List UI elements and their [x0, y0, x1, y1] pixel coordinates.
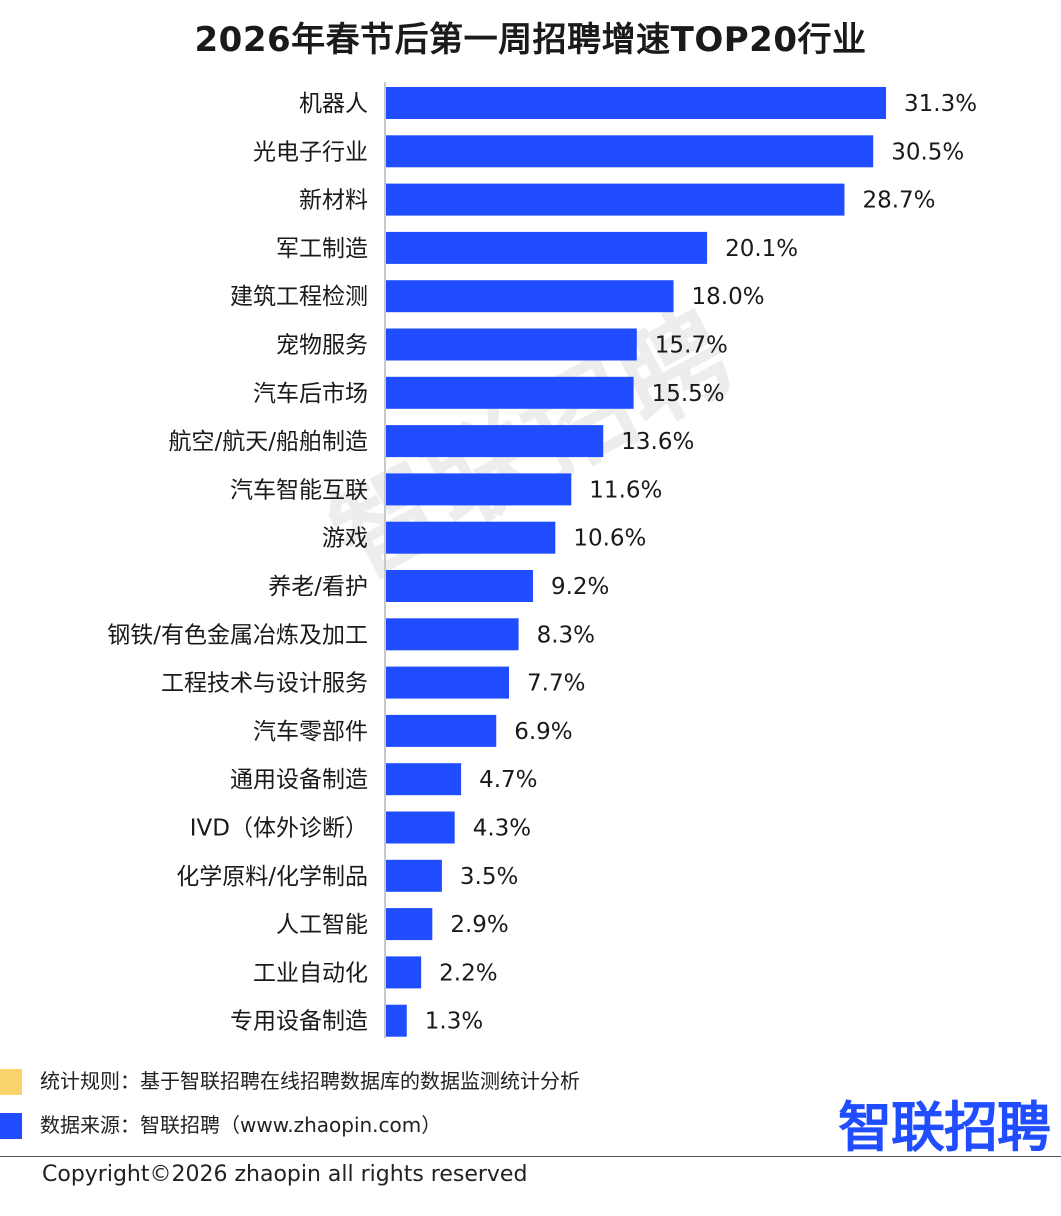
source-swatch [0, 1113, 22, 1139]
bar [386, 87, 886, 119]
category-label: 新材料 [299, 188, 368, 214]
rule-text: 统计规则：基于智联招聘在线招聘数据库的数据监测统计分析 [40, 1069, 580, 1093]
value-label: 31.3% [904, 91, 977, 117]
bar [386, 183, 845, 216]
value-label: 18.0% [692, 284, 765, 310]
value-label: 8.3% [537, 622, 595, 648]
note-rule: 统计规则：基于智联招聘在线招聘数据库的数据监测统计分析 [0, 1066, 760, 1096]
category-label: 工业自动化 [253, 960, 368, 986]
rule-swatch [0, 1069, 22, 1095]
value-label: 9.2% [551, 574, 609, 600]
value-label: 15.5% [652, 381, 725, 407]
category-label: 光电子行业 [253, 139, 368, 165]
value-label: 13.6% [621, 429, 694, 455]
bar [386, 714, 497, 747]
value-label: 1.3% [425, 1009, 483, 1035]
footer-divider [0, 1156, 1061, 1157]
bar [386, 956, 422, 989]
category-axis-line [384, 82, 386, 1038]
value-label: 2.9% [450, 912, 508, 938]
value-label: 10.6% [573, 526, 646, 552]
bar [386, 570, 533, 602]
category-label: 化学原料/化学制品 [176, 864, 368, 890]
category-label: 游戏 [322, 526, 368, 552]
value-label: 4.3% [473, 816, 531, 842]
value-label: 2.2% [439, 960, 497, 986]
category-label: 汽车智能互联 [230, 477, 368, 503]
bar [386, 135, 874, 168]
category-label: 工程技术与设计服务 [161, 671, 368, 697]
category-label: 建筑工程检测 [230, 284, 368, 310]
bar [386, 473, 572, 506]
value-label: 20.1% [725, 236, 798, 262]
source-text: 数据来源：智联招聘（www.zhaopin.com） [40, 1113, 442, 1137]
category-label: 机器人 [299, 91, 368, 117]
bar [386, 666, 510, 699]
bar [386, 763, 462, 796]
value-label: 11.6% [589, 477, 662, 503]
zhaopin-logo: 智联招聘 [838, 1096, 1051, 1159]
category-label: 航空/航天/船舶制造 [169, 429, 369, 455]
category-label: 通用设备制造 [230, 767, 368, 793]
category-label: 钢铁/有色金属冶炼及加工 [107, 622, 368, 648]
bar-chart: 机器人 31.3% 光电子行业 30.5% 新材料 28.7% 军工制造 20.1% 建筑工程检… [107, 87, 977, 1037]
category-label: 汽车零部件 [253, 719, 368, 745]
chart-title: 2026年春节后第一周招聘增速TOP20行业 [194, 20, 867, 60]
category-label: 人工智能 [276, 912, 368, 938]
bar [386, 859, 442, 892]
category-label: 军工制造 [276, 236, 368, 262]
category-label: IVD（体外诊断） [190, 816, 368, 842]
bar [386, 811, 455, 844]
value-label: 4.7% [479, 767, 537, 793]
value-label: 30.5% [891, 139, 964, 165]
bar [386, 425, 604, 458]
bar [386, 521, 556, 554]
bar [386, 618, 519, 651]
bar [386, 376, 634, 409]
value-label: 3.5% [460, 864, 518, 890]
copyright-text: Copyright©2026 zhaopin all rights reserv… [42, 1162, 528, 1187]
value-label: 15.7% [655, 333, 728, 359]
category-label: 汽车后市场 [253, 381, 368, 407]
value-label: 7.7% [527, 671, 585, 697]
bar [386, 328, 637, 361]
value-label: 28.7% [862, 188, 935, 214]
value-label: 6.9% [514, 719, 572, 745]
category-label: 宠物服务 [276, 333, 368, 359]
bar [386, 1004, 407, 1037]
bar [386, 908, 433, 941]
bar [386, 280, 674, 313]
note-source: 数据来源：智联招聘（www.zhaopin.com） [0, 1110, 760, 1140]
bar [386, 231, 708, 264]
category-label: 养老/看护 [268, 574, 368, 600]
category-label: 专用设备制造 [230, 1009, 368, 1035]
